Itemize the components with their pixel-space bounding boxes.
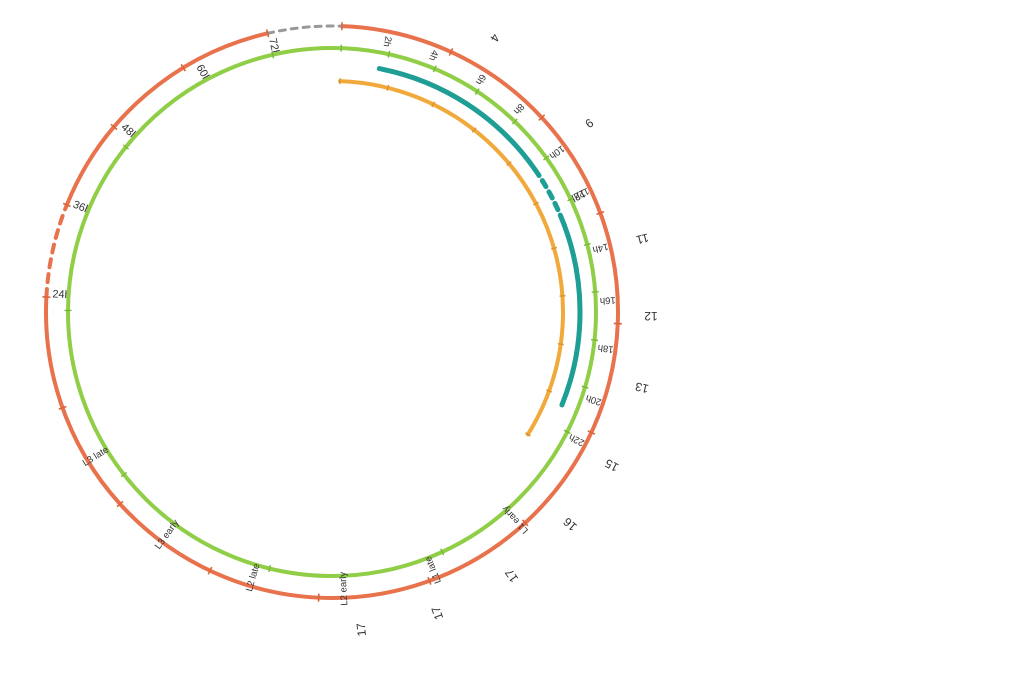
svg-text:14h: 14h [591,240,609,255]
svg-text:4: 4 [487,31,503,44]
svg-text:17: 17 [354,622,369,637]
svg-text:20h: 20h [584,392,602,407]
svg-text:6h: 6h [473,72,488,87]
svg-text:L2 early: L2 early [338,571,351,606]
svg-text:11: 11 [634,230,650,247]
svg-text:13: 13 [634,379,650,396]
svg-text:4h: 4h [426,48,440,62]
svg-text:17: 17 [502,566,521,585]
svg-text:2h: 2h [381,35,394,47]
svg-text:16: 16 [560,514,580,534]
svg-text:18h: 18h [597,342,614,355]
svg-text:17: 17 [428,604,446,622]
svg-text:16h: 16h [600,294,616,306]
svg-text:8h: 8h [511,101,526,116]
svg-text:12: 12 [644,309,658,323]
svg-text:L3 late: L3 late [81,444,111,468]
svg-text:15: 15 [602,456,621,475]
svg-text:9: 9 [582,116,596,131]
